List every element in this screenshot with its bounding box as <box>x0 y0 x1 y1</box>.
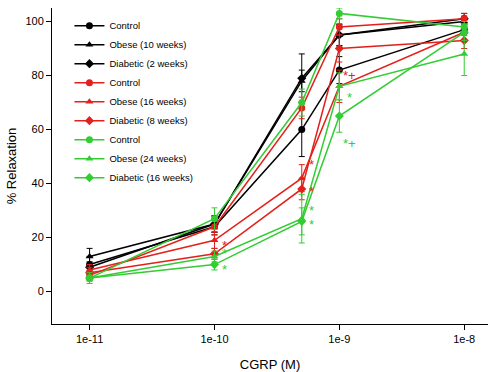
svg-text:Control: Control <box>109 20 140 31</box>
svg-text:1e-9: 1e-9 <box>328 333 350 345</box>
svg-text:Control: Control <box>109 134 140 145</box>
svg-text:Diabetic (16 weeks): Diabetic (16 weeks) <box>109 172 192 183</box>
svg-text:Diabetic (8 weeks): Diabetic (8 weeks) <box>109 115 187 126</box>
svg-text:*: * <box>309 203 314 218</box>
svg-text:*: * <box>309 217 314 232</box>
svg-text:20: 20 <box>32 231 44 243</box>
svg-text:*+: *+ <box>343 68 356 83</box>
svg-text:1e-8: 1e-8 <box>453 333 475 345</box>
svg-text:*: * <box>309 157 314 172</box>
svg-text:Control: Control <box>109 77 140 88</box>
svg-text:*: * <box>222 246 227 261</box>
svg-text:CGRP (M): CGRP (M) <box>240 357 300 372</box>
svg-text:Obese (24 weeks): Obese (24 weeks) <box>109 153 186 164</box>
svg-text:Diabetic (2 weeks): Diabetic (2 weeks) <box>109 58 187 69</box>
svg-text:0: 0 <box>38 285 44 297</box>
svg-text:100: 100 <box>25 15 43 27</box>
svg-text:1e-10: 1e-10 <box>200 333 228 345</box>
svg-text:60: 60 <box>32 123 44 135</box>
svg-text:80: 80 <box>32 69 44 81</box>
svg-text:*+: *+ <box>343 136 356 151</box>
svg-text:40: 40 <box>32 177 44 189</box>
svg-text:Obese (10 weeks): Obese (10 weeks) <box>109 39 186 50</box>
svg-text:1e-11: 1e-11 <box>76 333 103 345</box>
svg-text:*: * <box>222 238 227 253</box>
svg-text:*: * <box>309 184 314 199</box>
svg-text:Obese (16 weeks): Obese (16 weeks) <box>109 96 186 107</box>
svg-text:% Relaxation: % Relaxation <box>4 128 19 205</box>
svg-text:*: * <box>347 90 352 105</box>
svg-text:*: * <box>222 262 227 277</box>
